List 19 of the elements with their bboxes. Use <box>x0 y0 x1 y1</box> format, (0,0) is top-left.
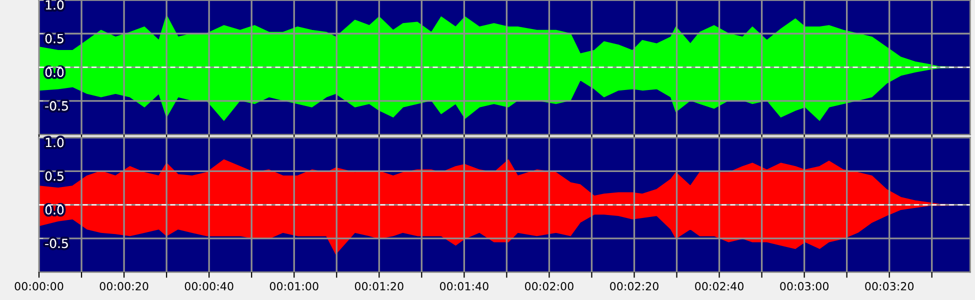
x-tick-label: 00:03:20 <box>865 282 914 290</box>
x-tick-label: 00:02:00 <box>524 282 574 290</box>
y-tick-label: -0.5 <box>45 238 68 248</box>
y-tick-label: 1.0 <box>46 138 64 148</box>
x-tick-label: 00:02:20 <box>610 282 658 290</box>
x-tick-label: 00:01:40 <box>440 282 488 290</box>
x-tick-label: 00:01:20 <box>354 282 404 290</box>
y-tick-label: 0.5 <box>45 34 64 44</box>
y-tick-label: 1.0 <box>46 0 64 10</box>
x-tick-label: 00:02:40 <box>695 282 744 290</box>
x-tick-label: 00:00:20 <box>100 282 148 290</box>
x-tick-label: 00:00:00 <box>14 282 64 290</box>
y-tick-label: 0.0 <box>45 205 64 214</box>
y-tick-label: -0.5 <box>45 101 68 111</box>
x-tick-label: 00:00:40 <box>184 282 234 290</box>
y-tick-label: 0.0 <box>45 67 64 77</box>
y-tick-label: 0.5 <box>45 171 64 181</box>
x-tick-label: 00:01:00 <box>270 282 318 290</box>
x-tick-label: 00:03:00 <box>780 282 829 290</box>
